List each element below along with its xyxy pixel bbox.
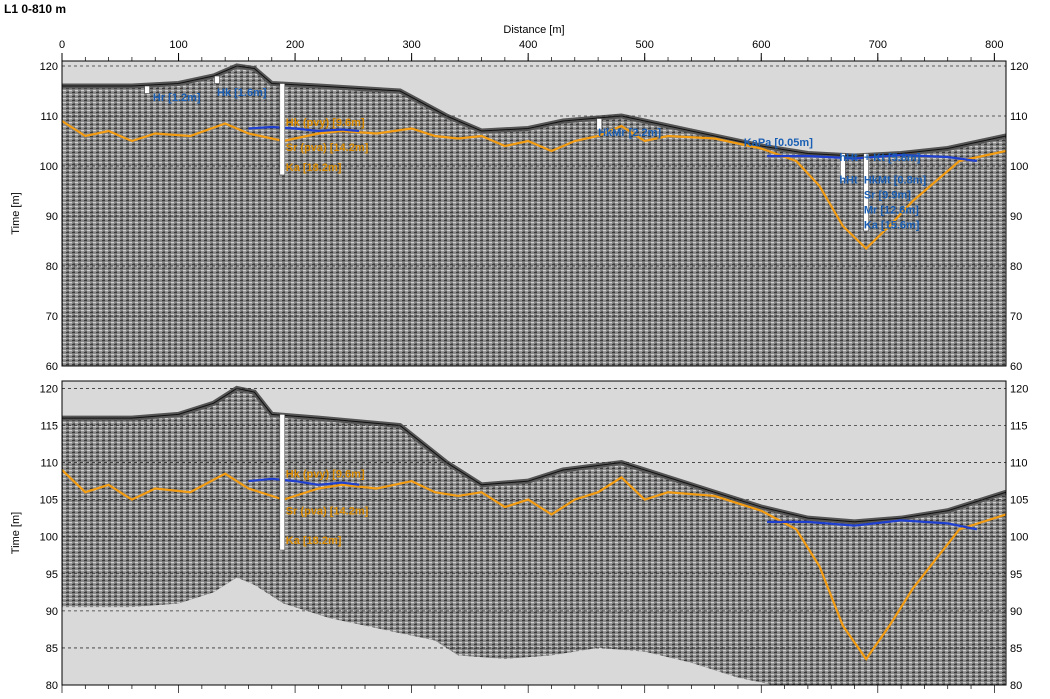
top-y-tick-right-90: 90 bbox=[1010, 211, 1022, 223]
bottom-y-tick-right-90: 90 bbox=[1010, 606, 1022, 618]
bottom-surface-line bbox=[62, 387, 1006, 523]
top-borehole-3 bbox=[596, 118, 603, 131]
bottom-y-tick-right-115: 115 bbox=[1010, 420, 1028, 432]
bottom-y-tick-left-110: 110 bbox=[40, 458, 58, 470]
bottom-y-tick-left-80: 80 bbox=[46, 680, 58, 692]
bottom-plot-area: Hk (pvy) [9.6m] Sr (pva) [14.2m] Ka [18.2m… bbox=[62, 381, 1006, 685]
bottom-y-tick-right-80: 80 bbox=[1010, 680, 1022, 692]
bottom-annotation-2: Ka [18.2m] bbox=[286, 535, 342, 547]
bottom-series-blue-2 bbox=[767, 519, 978, 531]
bottom-y-axis-label: Time [m] bbox=[10, 512, 22, 554]
top-y-tick-right-100: 100 bbox=[1010, 161, 1028, 173]
x-tick-label-500: 500 bbox=[636, 39, 654, 51]
top-y-tick-left-100: 100 bbox=[40, 161, 58, 173]
x-tick-label-800: 800 bbox=[985, 39, 1003, 51]
top-plot-area: Hr [1.2m] Hk [1.6m] Hk (pvy) [9.6m] Sr (pva… bbox=[62, 61, 1006, 366]
top-annotation-0: Hr [1.2m] bbox=[153, 92, 201, 104]
bottom-series-blue-1 bbox=[248, 477, 360, 486]
top-radar-data bbox=[62, 66, 1006, 366]
top-annotation-6: KaPa [0.05m] bbox=[744, 137, 813, 149]
top-annotation-11: Sr [9.9m] bbox=[864, 190, 911, 202]
bottom-y-tick-right-85: 85 bbox=[1010, 643, 1022, 655]
top-y-tick-right-80: 80 bbox=[1010, 261, 1022, 273]
top-annotation-2: Hk (pvy) [9.6m] bbox=[286, 117, 365, 129]
bottom-y-tick-left-115: 115 bbox=[40, 420, 58, 432]
top-y-tick-left-90: 90 bbox=[46, 211, 58, 223]
bottom-y-tick-right-110: 110 bbox=[1010, 458, 1028, 470]
top-frame bbox=[61, 60, 1007, 367]
bottom-annotation-1: Sr (pva) [14.2m] bbox=[286, 505, 369, 517]
top-surface-line bbox=[62, 65, 1006, 157]
top-annotation-1: Hk [1.6m] bbox=[217, 87, 267, 99]
top-y-tick-left-70: 70 bbox=[46, 311, 58, 323]
top-y-tick-left-120: 120 bbox=[40, 61, 58, 73]
x-tick-label-400: 400 bbox=[519, 39, 537, 51]
top-series-blue-1 bbox=[248, 125, 360, 133]
top-y-tick-right-70: 70 bbox=[1010, 311, 1022, 323]
top-borehole-1 bbox=[214, 75, 220, 84]
bottom-y-tick-right-95: 95 bbox=[1010, 569, 1022, 581]
bottom-annotation-0: Hk (pvy) [9.6m] bbox=[286, 468, 365, 480]
bottom-y-tick-left-105: 105 bbox=[40, 495, 58, 507]
top-annotation-8: + Kt [5.8m] bbox=[864, 152, 921, 164]
top-y-tick-left-110: 110 bbox=[40, 111, 58, 123]
top-y-tick-left-60: 60 bbox=[46, 361, 58, 373]
top-annotation-12: Mr [12.6m] bbox=[864, 205, 919, 217]
bottom-frame bbox=[61, 380, 1007, 686]
top-y-axis-label: Time [m] bbox=[10, 192, 22, 234]
window-title: L1 0-810 m bbox=[4, 2, 67, 16]
bottom-y-tick-right-105: 105 bbox=[1010, 495, 1028, 507]
x-tick-label-100: 100 bbox=[169, 39, 187, 51]
top-y-tick-right-60: 60 bbox=[1010, 361, 1022, 373]
bottom-y-tick-left-100: 100 bbox=[40, 532, 58, 544]
top-annotation-9: hHt bbox=[839, 175, 858, 187]
top-borehole-2 bbox=[279, 83, 286, 176]
top-annotation-5: HkMr [2.2m] bbox=[598, 127, 661, 139]
top-series-orange-0 bbox=[62, 120, 1006, 251]
bottom-y-tick-left-85: 85 bbox=[46, 643, 58, 655]
bottom-y-tick-left-95: 95 bbox=[46, 569, 58, 581]
top-borehole-5 bbox=[863, 153, 869, 232]
bottom-y-tick-right-120: 120 bbox=[1010, 383, 1028, 395]
bottom-borehole-0 bbox=[279, 414, 286, 551]
bottom-series-orange-0 bbox=[62, 469, 1006, 661]
x-tick-label-600: 600 bbox=[752, 39, 770, 51]
x-axis-label: Distance [m] bbox=[503, 24, 564, 36]
top-series-blue-2 bbox=[767, 153, 978, 163]
x-tick-label-300: 300 bbox=[402, 39, 420, 51]
top-annotation-7: hHt bbox=[839, 152, 858, 164]
top-annotation-3: Sr (pva) [14.2m] bbox=[286, 142, 369, 154]
top-y-tick-right-110: 110 bbox=[1010, 111, 1028, 123]
top-borehole-0 bbox=[144, 85, 150, 94]
top-borehole-4 bbox=[840, 153, 846, 182]
top-annotation-10: HkMt [0.8m] bbox=[864, 175, 927, 187]
top-annotation-4: Ka [18.2m] bbox=[286, 162, 342, 174]
x-tick-label-0: 0 bbox=[59, 39, 65, 51]
top-panel: Hr [1.2m] Hk [1.6m] Hk (pvy) [9.6m] Sr (pva… bbox=[10, 60, 1028, 373]
bottom-y-tick-left-90: 90 bbox=[46, 606, 58, 618]
bottom-y-tick-right-100: 100 bbox=[1010, 532, 1028, 544]
bottom-panel: Hk (pvy) [9.6m] Sr (pva) [14.2m] Ka [18.2m… bbox=[10, 380, 1028, 692]
x-tick-label-200: 200 bbox=[286, 39, 304, 51]
top-y-tick-right-120: 120 bbox=[1010, 61, 1028, 73]
bottom-y-tick-left-120: 120 bbox=[40, 383, 58, 395]
top-annotation-13: Ka [15.6m] bbox=[864, 220, 920, 232]
x-tick-label-700: 700 bbox=[869, 39, 887, 51]
top-y-tick-left-80: 80 bbox=[46, 261, 58, 273]
